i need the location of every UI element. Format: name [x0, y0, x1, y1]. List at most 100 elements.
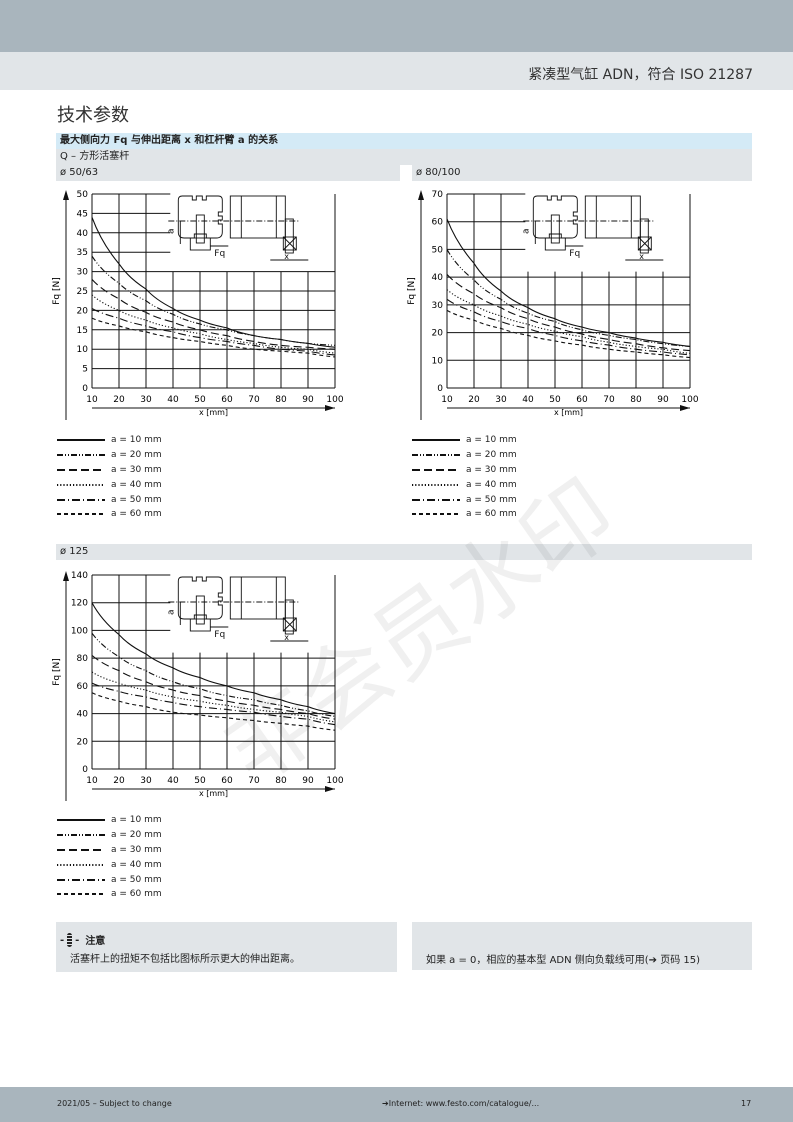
- y-arrow-head: [63, 190, 69, 200]
- diagram-label-a: a: [166, 609, 176, 615]
- legend-item: a = 60 mm: [57, 887, 162, 902]
- legend-line-sample: [57, 848, 105, 851]
- legend-label: a = 10 mm: [111, 435, 162, 446]
- series-line-1: [446, 218, 691, 347]
- page-number: 17: [741, 1099, 752, 1108]
- x-tick-label: 30: [140, 776, 152, 786]
- series-line-4: [446, 289, 691, 354]
- x-tick-label: 60: [221, 776, 233, 786]
- legend-line-sample: [57, 439, 105, 442]
- x-tick-label: 50: [194, 395, 206, 405]
- y-tick-label: 20: [77, 306, 89, 316]
- diagram-label-x: x: [284, 633, 289, 642]
- series-line-2: [91, 632, 336, 717]
- side-rod: [639, 218, 649, 254]
- legend-label: a = 30 mm: [466, 464, 517, 475]
- x-tick-label: 40: [522, 395, 534, 405]
- cylinder-diagram: a Fq x: [166, 576, 309, 642]
- cylinder-front-view: [177, 576, 223, 620]
- y-tick-label: 50: [77, 190, 89, 200]
- y-tick-label: 80: [77, 654, 89, 664]
- footer: 2021/05 – Subject to change ➔Internet: w…: [0, 1087, 793, 1122]
- x-tick-label: 60: [576, 395, 588, 405]
- legend-label: a = 20 mm: [111, 450, 162, 461]
- legend-item: a = 40 mm: [57, 477, 162, 492]
- legend-125: a = 10 mm a = 20 mm a = 30 mm a = 40 mm a = …: [57, 813, 162, 902]
- legend-item: a = 50 mm: [412, 492, 517, 507]
- legend-line-sample: [412, 439, 460, 442]
- load-cross: [637, 236, 652, 251]
- footer-link[interactable]: ➔Internet: www.festo.com/catalogue/...: [382, 1099, 540, 1108]
- x-tick-label: 30: [140, 395, 152, 405]
- y-tick-label: 40: [77, 229, 89, 239]
- legend-80-100: a = 10 mm a = 20 mm a = 30 mm a = 40 mm a = …: [412, 433, 517, 522]
- legend-label: a = 20 mm: [111, 830, 162, 841]
- x-axis-label: x [mm]: [199, 789, 228, 798]
- x-tick-label: 70: [248, 395, 260, 405]
- load-cross: [282, 617, 297, 632]
- y-axis-label: Fq [N]: [52, 658, 62, 686]
- x-tick-label: 40: [167, 776, 179, 786]
- y-tick-label: 0: [82, 384, 88, 394]
- x-tick-label: 50: [549, 395, 561, 405]
- x-tick-label: 80: [275, 776, 287, 786]
- x-arrow-head: [325, 405, 335, 411]
- note-left: -- 注意 活塞杆上的扭矩不包括比图标所示更大的伸出距离。: [56, 922, 397, 972]
- panel-label-50-63: ø 50/63: [56, 165, 400, 181]
- x-tick-label: 40: [167, 395, 179, 405]
- title-band: [0, 52, 793, 90]
- cylinder-diagram: a Fq x: [521, 195, 664, 261]
- legend-item: a = 10 mm: [412, 433, 517, 448]
- note-title: 注意: [85, 936, 106, 947]
- legend-item: a = 30 mm: [412, 463, 517, 478]
- load-box: [637, 236, 652, 251]
- rod-end: [189, 237, 211, 251]
- legend-item: a = 30 mm: [57, 463, 162, 478]
- legend-line-sample: [412, 454, 460, 457]
- diagram-label-fq: Fq: [214, 249, 225, 259]
- series-line-3: [446, 274, 691, 352]
- series-line-4: [91, 294, 336, 354]
- x-tick-label: 100: [681, 395, 698, 405]
- series-line-2: [91, 255, 336, 346]
- rod-end: [189, 618, 211, 632]
- panel-label-125: ø 125: [56, 544, 752, 560]
- cylinder-front-view: [177, 195, 223, 239]
- diagram-label-x: x: [639, 252, 644, 261]
- section-title: 技术参数: [57, 105, 129, 126]
- legend-item: a = 50 mm: [57, 872, 162, 887]
- series-line-5: [446, 298, 691, 356]
- legend-line-sample: [412, 483, 460, 486]
- rod-type: Q – 方形活塞杆: [56, 149, 752, 165]
- y-tick-label: 100: [71, 626, 88, 636]
- legend-label: a = 50 mm: [111, 494, 162, 505]
- legend-line-sample: [412, 513, 460, 516]
- diagram-label-x: x: [284, 252, 289, 261]
- legend-label: a = 60 mm: [111, 509, 162, 520]
- series-line-2: [446, 249, 691, 347]
- y-tick-label: 60: [432, 218, 444, 228]
- legend-line-sample: [57, 834, 105, 837]
- series-line-1: [91, 602, 336, 715]
- legend-label: a = 30 mm: [111, 464, 162, 475]
- x-tick-label: 20: [113, 395, 125, 405]
- cylinder-diagram: a Fq x: [166, 195, 309, 261]
- series-line-3: [91, 654, 336, 720]
- y-axis-label: Fq [N]: [407, 277, 417, 305]
- legend-label: a = 10 mm: [466, 435, 517, 446]
- y-tick-label: 10: [77, 345, 89, 355]
- legend-label: a = 20 mm: [466, 450, 517, 461]
- legend-line-sample: [57, 498, 105, 501]
- x-tick-label: 90: [657, 395, 669, 405]
- cylinder-side-view: [229, 195, 286, 239]
- rod-end: [544, 237, 566, 251]
- load-box: [282, 617, 297, 632]
- x-tick-label: 80: [630, 395, 642, 405]
- legend-line-sample: [412, 468, 460, 471]
- y-tick-label: 35: [77, 248, 88, 258]
- legend-item: a = 50 mm: [57, 492, 162, 507]
- note-text: 活塞杆上的扭矩不包括比图标所示更大的伸出距离。: [70, 954, 300, 965]
- chart-125: 0 20 40 60 80 100 120 140 10 20 30 40 50 60 70 80 90 100 x…: [52, 571, 344, 801]
- x-tick-label: 80: [275, 395, 287, 405]
- y-tick-label: 0: [437, 384, 443, 394]
